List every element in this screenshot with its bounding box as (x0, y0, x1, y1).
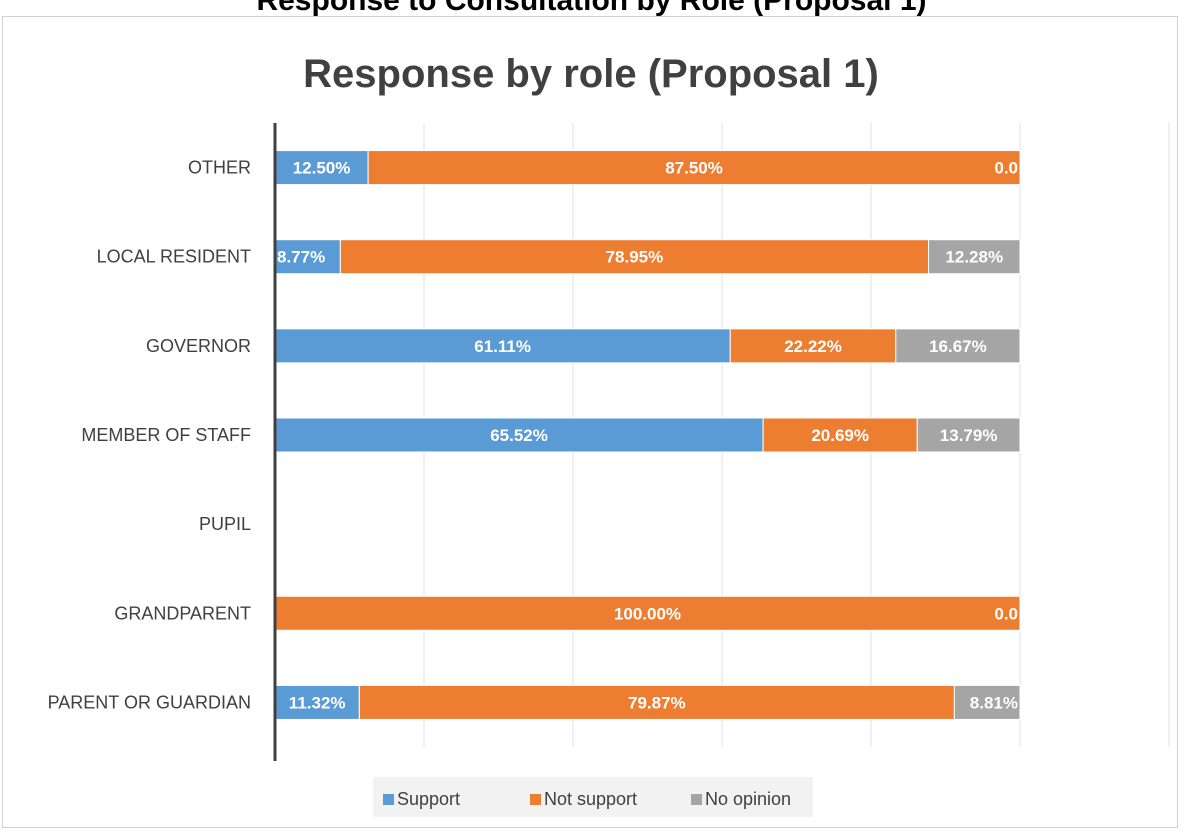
data-label-governor-not-support: 22.22% (784, 337, 842, 356)
legend-label-support: Support (397, 789, 460, 809)
data-label-local-resident-not-support: 78.95% (606, 248, 664, 267)
category-label-local-resident: LOCAL RESIDENT (97, 247, 251, 267)
data-label-grandparent-no-opinion: 0.0 (994, 604, 1018, 623)
legend-swatch-support (383, 794, 394, 805)
category-label-parent-or-guardian: PARENT OR GUARDIAN (48, 692, 251, 712)
data-label-member-of-staff-support: 65.52% (490, 426, 548, 445)
legend-label-not-support: Not support (544, 789, 637, 809)
data-label-other-support: 12.50% (293, 159, 351, 178)
category-label-grandparent: GRANDPARENT (114, 603, 251, 623)
data-label-member-of-staff-not-support: 20.69% (811, 426, 869, 445)
data-label-parent-or-guardian-no-opinion: 8.81% (970, 693, 1018, 712)
data-label-governor-support: 61.11% (474, 337, 531, 356)
data-label-member-of-staff-no-opinion: 13.79% (940, 426, 998, 445)
category-label-pupil: PUPIL (199, 514, 251, 534)
data-label-governor-no-opinion: 16.67% (929, 337, 987, 356)
chart-container: Response by role (Proposal 1) 12.50% 87.5… (2, 16, 1178, 828)
chart-title: Response by role (Proposal 1) (303, 52, 879, 96)
data-label-other-not-support: 87.50% (665, 159, 723, 178)
data-label-local-resident-no-opinion: 12.28% (945, 248, 1003, 267)
legend-swatch-not-support (530, 794, 541, 805)
data-label-grandparent-not-support: 100.00% (614, 604, 681, 623)
legend: Support Not support No opinion (373, 777, 813, 817)
legend-label-no-opinion: No opinion (705, 789, 791, 809)
page-top-title: Response to Consultation by Role (Propos… (0, 0, 1183, 16)
bars: 12.50% 87.50% 0.0 8.77% 78.95% 12.28% 61.11% 22… (275, 151, 1020, 720)
data-label-parent-or-guardian-support: 11.32% (289, 693, 346, 712)
category-label-other: OTHER (188, 158, 251, 178)
chart-svg: Response by role (Proposal 1) 12.50% 87.5… (3, 17, 1179, 829)
category-label-governor: GOVERNOR (146, 336, 251, 356)
data-label-local-resident-support: 8.77% (277, 248, 325, 267)
category-label-member-of-staff: MEMBER OF STAFF (81, 425, 251, 445)
data-label-parent-or-guardian-not-support: 79.87% (628, 693, 686, 712)
category-axis: OTHER LOCAL RESIDENT GOVERNOR MEMBER OF STA… (48, 123, 275, 761)
legend-swatch-no-opinion (691, 794, 702, 805)
data-label-other-no-opinion: 0.0 (994, 159, 1018, 178)
